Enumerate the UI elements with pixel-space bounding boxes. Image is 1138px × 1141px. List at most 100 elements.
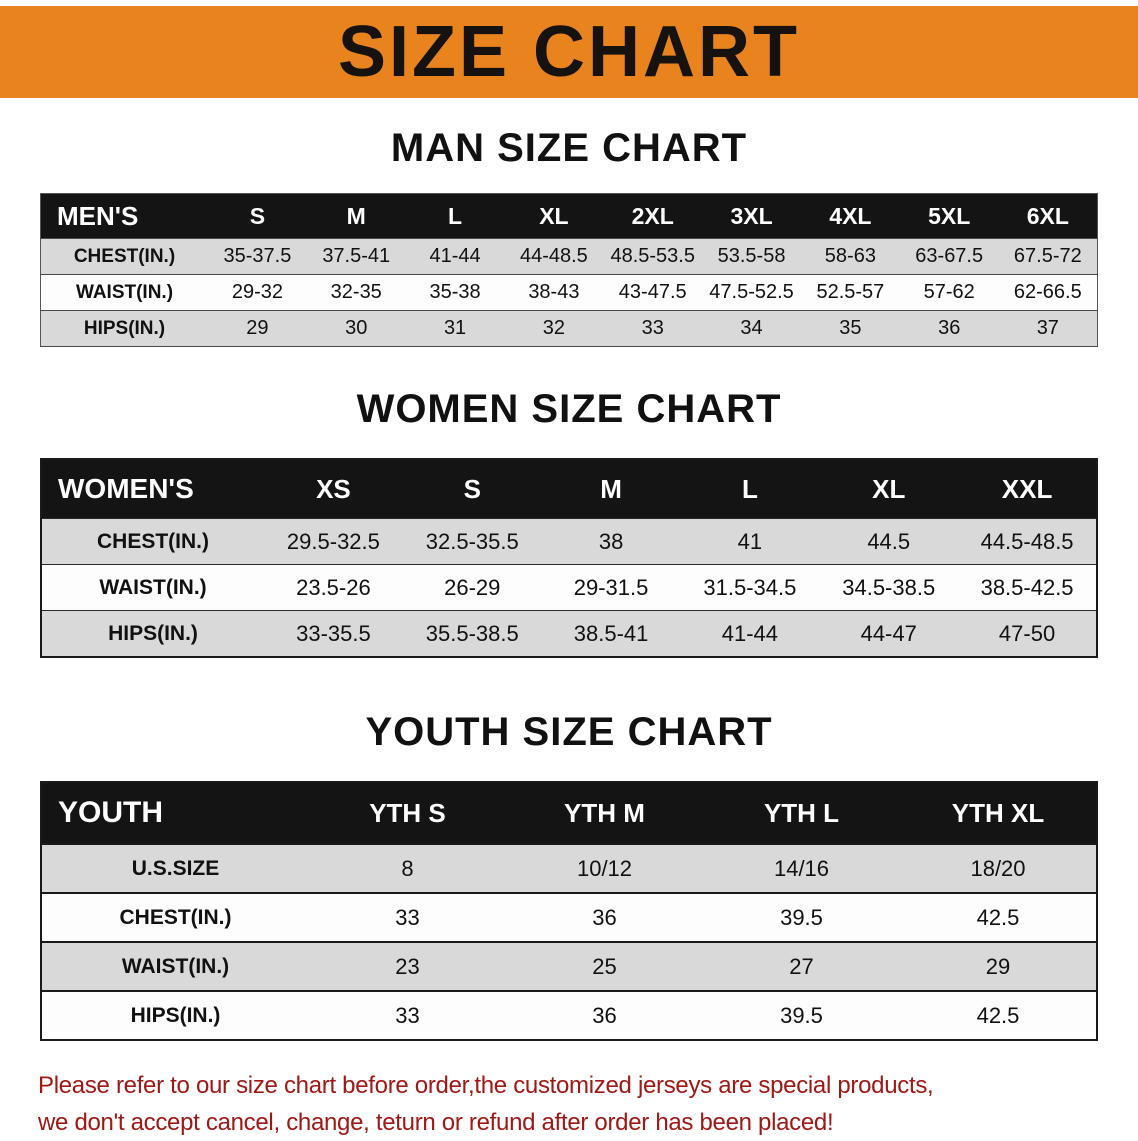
row-label-cell: HIPS(IN.) <box>41 990 309 1041</box>
row-label-cell: HIPS(IN.) <box>40 310 208 347</box>
size-value-cell: 30 <box>306 310 406 347</box>
size-value-cell: 27 <box>703 941 900 992</box>
size-value-cell: 31 <box>405 310 505 347</box>
size-value-cell: 14/16 <box>703 843 900 894</box>
size-value-cell: 34.5-38.5 <box>819 564 959 611</box>
women-section-heading: WOMEN SIZE CHART <box>356 387 782 431</box>
size-column-header-cell: YTH S <box>369 797 446 828</box>
size-value-cell: 38.5-42.5 <box>958 564 1097 611</box>
size-value-cell: 44.5 <box>819 518 959 565</box>
size-value-cell: 53.5-58 <box>702 238 801 275</box>
size-value-cell: 23 <box>309 941 506 992</box>
youth-section: YOUTH SIZE CHART YOUTH YTH S YTH M YTH L YTH… <box>0 658 1138 1041</box>
size-column-header-cell: L <box>741 473 758 504</box>
size-value-cell: 33 <box>309 990 506 1041</box>
size-value-cell: 36 <box>506 892 703 943</box>
size-value-cell: 58-63 <box>800 238 900 275</box>
size-column-header-cell: XS <box>316 473 351 504</box>
size-value-cell: 63-67.5 <box>899 238 999 275</box>
size-column-header-cell: YTH M <box>564 797 645 828</box>
size-value-cell: 44-48.5 <box>504 238 604 275</box>
size-column-header-cell: 2XL <box>631 202 674 229</box>
size-column-header-cell: L <box>448 202 463 229</box>
size-value-cell: 39.5 <box>703 892 900 943</box>
table-row: HIPS(IN.) 33-35.5 35.5-38.5 38.5-41 41-44 44-… <box>41 610 1097 658</box>
size-value-cell: 31.5-34.5 <box>680 564 820 611</box>
women-size-table: WOMEN'S XS S M L XL XXL CHEST(IN.) 29.5-32.5 32.5… <box>40 458 1098 658</box>
notice-line-2: we don't accept cancel, change, teturn o… <box>38 1109 834 1137</box>
page-title: SIZE CHART <box>338 12 800 92</box>
size-column-header-cell: 4XL <box>829 202 872 229</box>
row-label-cell: CHEST(IN.) <box>41 892 309 943</box>
size-value-cell: 33-35.5 <box>264 610 403 658</box>
size-value-cell: 18/20 <box>900 843 1097 894</box>
size-column-header-cell: XL <box>872 473 906 504</box>
size-value-cell: 36 <box>899 310 999 347</box>
size-column-header-cell: 3XL <box>730 202 773 229</box>
youth-section-heading: YOUTH SIZE CHART <box>365 710 773 754</box>
size-value-cell: 37.5-41 <box>306 238 406 275</box>
table-row: CHEST(IN.) 33 36 39.5 42.5 <box>41 892 1097 943</box>
row-label-cell: WAIST(IN.) <box>41 941 309 992</box>
size-column-header-cell: YTH XL <box>951 797 1045 828</box>
size-column-header-cell: S <box>463 473 481 504</box>
table-row: HIPS(IN.) 29 30 31 32 33 34 35 36 37 <box>40 310 1098 347</box>
size-value-cell: 25 <box>506 941 703 992</box>
size-value-cell: 41 <box>680 518 820 565</box>
size-value-cell: 32.5-35.5 <box>402 518 542 565</box>
size-value-cell: 32 <box>504 310 604 347</box>
size-value-cell: 33 <box>309 892 506 943</box>
table-row: CHEST(IN.) 29.5-32.5 32.5-35.5 38 41 44.5 44.5… <box>41 518 1097 565</box>
size-value-cell: 29-31.5 <box>541 564 681 611</box>
size-value-cell: 41-44 <box>680 610 820 658</box>
table-row: HIPS(IN.) 33 36 39.5 42.5 <box>41 990 1097 1041</box>
size-value-cell: 47.5-52.5 <box>702 274 801 311</box>
size-column-header-cell: 5XL <box>928 202 971 229</box>
size-value-cell: 37 <box>998 310 1098 347</box>
size-column-header-cell: XXL <box>1001 473 1053 504</box>
size-value-cell: 26-29 <box>402 564 542 611</box>
row-label-cell: CHEST(IN.) <box>41 518 264 565</box>
size-value-cell: 10/12 <box>506 843 703 894</box>
size-value-cell: 29-32 <box>208 274 307 311</box>
size-column-header-cell: 6XL <box>1026 202 1069 229</box>
size-column-header-cell: M <box>600 473 622 504</box>
size-value-cell: 34 <box>702 310 801 347</box>
order-notice: Please refer to our size chart before or… <box>38 1067 1108 1141</box>
size-value-cell: 35-38 <box>405 274 505 311</box>
table-header-row: MEN'S S M L XL 2XL 3XL 4XL 5XL 6XL <box>40 193 1098 239</box>
size-value-cell: 29.5-32.5 <box>264 518 403 565</box>
size-value-cell: 39.5 <box>703 990 900 1041</box>
women-section: WOMEN SIZE CHART WOMEN'S XS S M L XL XXL CHEST(… <box>0 347 1138 658</box>
size-value-cell: 32-35 <box>306 274 406 311</box>
youth-size-table: YOUTH YTH S YTH M YTH L YTH XL U.S.SIZE 8 10/12… <box>40 781 1098 1041</box>
size-value-cell: 41-44 <box>405 238 505 275</box>
row-label-cell: WAIST(IN.) <box>41 564 264 611</box>
size-value-cell: 35.5-38.5 <box>402 610 542 658</box>
table-title-cell: WOMEN'S <box>58 473 194 504</box>
size-value-cell: 33 <box>603 310 703 347</box>
notice-line-1: Please refer to our size chart before or… <box>38 1072 934 1099</box>
men-section: MAN SIZE CHART MEN'S S M L XL 2XL 3XL 4XL 5XL 6XL… <box>0 98 1138 347</box>
size-value-cell: 44.5-48.5 <box>958 518 1097 565</box>
size-value-cell: 35 <box>800 310 900 347</box>
size-value-cell: 8 <box>309 843 506 894</box>
row-label-cell: U.S.SIZE <box>41 843 309 894</box>
size-value-cell: 29 <box>900 941 1097 992</box>
size-value-cell: 38 <box>541 518 681 565</box>
size-value-cell: 62-66.5 <box>998 274 1098 311</box>
size-value-cell: 38.5-41 <box>541 610 681 658</box>
table-row: CHEST(IN.) 35-37.5 37.5-41 41-44 44-48.5 48.5… <box>40 238 1098 275</box>
banner: SIZE CHART <box>0 6 1138 98</box>
size-value-cell: 48.5-53.5 <box>603 238 703 275</box>
size-value-cell: 29 <box>208 310 307 347</box>
row-label-cell: HIPS(IN.) <box>41 610 264 658</box>
size-value-cell: 47-50 <box>958 610 1097 658</box>
size-value-cell: 38-43 <box>504 274 604 311</box>
size-value-cell: 42.5 <box>900 990 1097 1041</box>
size-value-cell: 23.5-26 <box>264 564 403 611</box>
size-value-cell: 52.5-57 <box>800 274 900 311</box>
size-column-header-cell: YTH L <box>763 797 840 828</box>
size-value-cell: 43-47.5 <box>603 274 703 311</box>
